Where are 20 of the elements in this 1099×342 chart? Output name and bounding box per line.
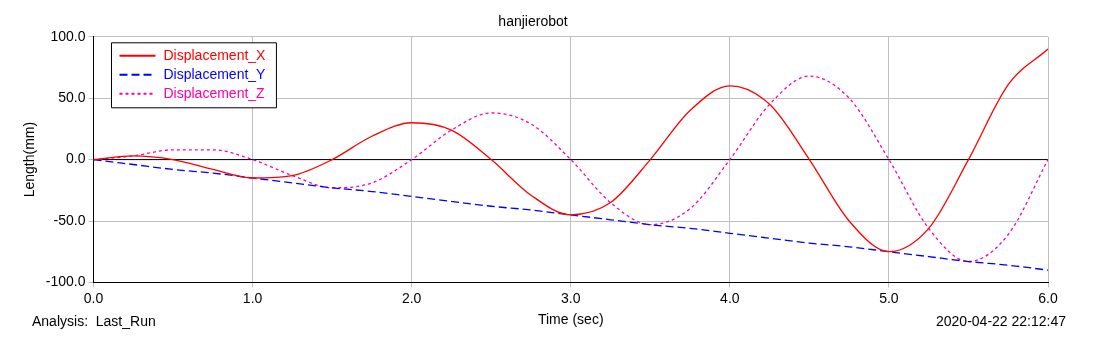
x-tick-label: 4.0 [720, 289, 740, 306]
x-tick-label: 5.0 [879, 289, 899, 306]
x-tick-label: 0.0 [83, 289, 104, 306]
x-tick-label: 3.0 [561, 289, 581, 306]
legend-label: Displacement_Z [163, 84, 266, 101]
legend-label: Displacement_X [163, 46, 267, 63]
y-tick-label: -100.0 [45, 273, 86, 290]
x-axis-title: Time (sec) [537, 311, 604, 328]
x-tick-label: 2.0 [401, 289, 422, 306]
y-tick-label: 100.0 [50, 27, 86, 44]
x-tick-label: 1.0 [242, 289, 263, 306]
x-tick-label: 6.0 [1038, 289, 1058, 306]
y-tick-label: 50.0 [58, 89, 86, 106]
y-tick-label: -50.0 [53, 211, 86, 228]
legend-label: Displacement_Y [163, 65, 267, 82]
text: Analysis: Last_Run [32, 312, 156, 329]
chart-title: hanjierobot [498, 13, 568, 30]
text: 2020-04-22 22:12:47 [936, 312, 1067, 329]
y-axis-title: Length(mm) [21, 121, 38, 198]
y-tick-label: 0.0 [66, 150, 86, 167]
